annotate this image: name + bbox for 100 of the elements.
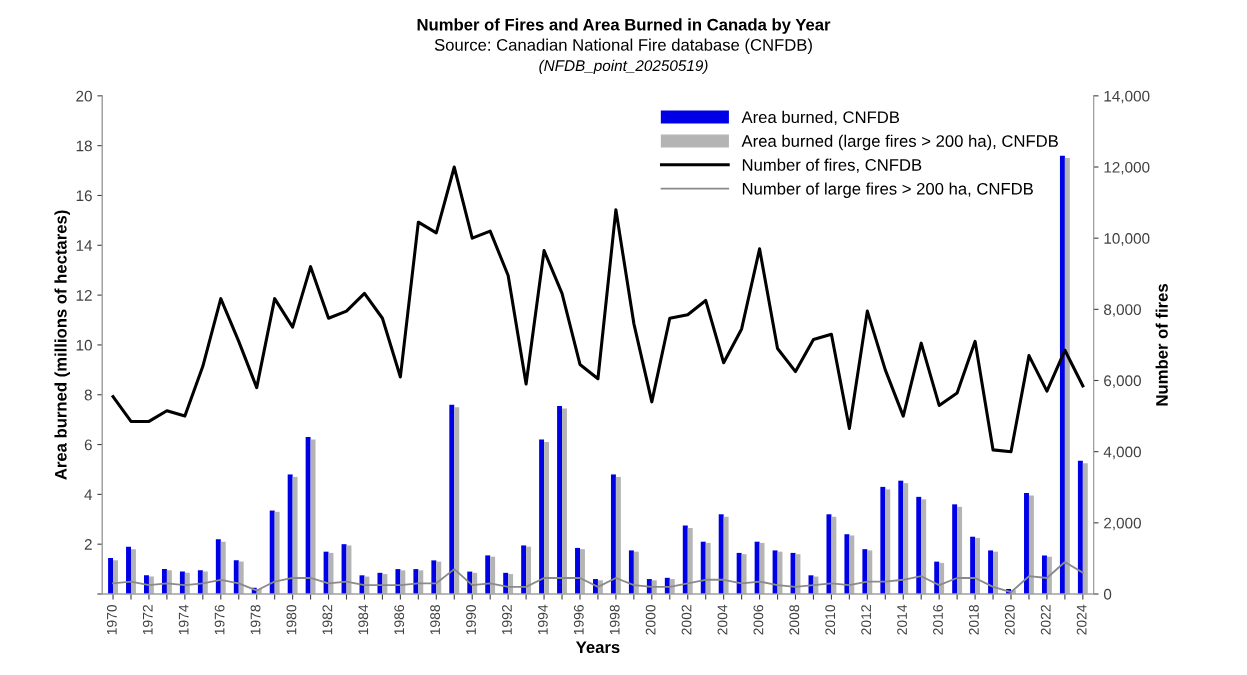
bar bbox=[238, 561, 244, 594]
legend-label: Area burned (large fires > 200 ha), CNFDB bbox=[741, 134, 1058, 151]
y-tick-label: 6 bbox=[84, 439, 92, 451]
y-tick-label: 14 bbox=[76, 240, 93, 251]
bar bbox=[1059, 155, 1065, 594]
bar bbox=[772, 550, 778, 594]
bar bbox=[633, 551, 639, 594]
bar bbox=[166, 570, 172, 594]
bar bbox=[826, 514, 832, 594]
bar bbox=[274, 511, 280, 594]
bar bbox=[220, 541, 226, 594]
bar bbox=[705, 542, 711, 594]
bar bbox=[490, 556, 496, 594]
bar bbox=[885, 489, 891, 594]
bar bbox=[754, 541, 760, 594]
x-tick-label: 1976 bbox=[214, 605, 225, 635]
bar bbox=[970, 536, 976, 594]
bar bbox=[400, 570, 406, 594]
x-tick-label: 2016 bbox=[933, 605, 943, 635]
y2-tick-label: 6,000 bbox=[1104, 375, 1141, 388]
bar bbox=[628, 550, 634, 594]
bar bbox=[526, 546, 532, 594]
bar bbox=[108, 557, 114, 594]
x-tick-label: 1978 bbox=[250, 605, 261, 635]
bar bbox=[849, 535, 855, 594]
x-tick-label: 2008 bbox=[789, 605, 800, 635]
x-tick-label: 1972 bbox=[142, 605, 153, 635]
bar bbox=[305, 437, 311, 594]
x-tick-label: 1988 bbox=[430, 605, 441, 635]
bar bbox=[1024, 493, 1029, 594]
bar bbox=[413, 569, 419, 594]
bar bbox=[934, 561, 940, 594]
bar bbox=[197, 570, 203, 594]
y-tick-label: 4 bbox=[84, 489, 93, 500]
bar bbox=[431, 560, 437, 594]
bar bbox=[113, 560, 118, 594]
bar bbox=[1064, 158, 1070, 594]
x-tick-label: 1982 bbox=[322, 605, 333, 635]
bar bbox=[831, 516, 837, 594]
bar bbox=[682, 525, 688, 594]
bar bbox=[795, 554, 801, 594]
bar bbox=[269, 510, 275, 594]
bar bbox=[1077, 460, 1083, 594]
bar bbox=[975, 537, 981, 594]
y-tick-label: 18 bbox=[76, 140, 92, 152]
y-tick-label: 12 bbox=[76, 289, 92, 301]
bar bbox=[903, 483, 909, 594]
chart-title: Number of Fires and Area Burned in Canada by Year bbox=[417, 18, 831, 34]
bar bbox=[759, 542, 765, 594]
y-tick-label: 20 bbox=[76, 90, 92, 102]
x-tick-label: 2022 bbox=[1040, 605, 1051, 635]
bar bbox=[130, 549, 136, 594]
bar bbox=[454, 407, 460, 594]
bar bbox=[880, 486, 886, 594]
x-tick-label: 2004 bbox=[717, 604, 728, 635]
y-tick-label: 8 bbox=[84, 389, 92, 401]
bar bbox=[939, 562, 945, 594]
x-tick-label: 2012 bbox=[861, 605, 872, 635]
bar bbox=[562, 408, 567, 594]
x-tick-label: 2018 bbox=[968, 605, 979, 635]
x-tick-label: 1986 bbox=[394, 605, 405, 635]
bar bbox=[579, 549, 585, 594]
bar bbox=[557, 405, 563, 594]
bar bbox=[867, 550, 873, 594]
bar bbox=[1028, 495, 1034, 594]
x-tick-label: 2006 bbox=[753, 605, 764, 635]
x-tick-label: 1992 bbox=[502, 605, 512, 635]
x-tick-label: 2000 bbox=[645, 604, 656, 635]
x-tick-label: 2002 bbox=[681, 605, 692, 635]
bar bbox=[723, 516, 729, 594]
bar bbox=[700, 541, 706, 594]
bar bbox=[521, 545, 527, 594]
x-tick-label: 1984 bbox=[358, 604, 369, 635]
x-tick-label: 2014 bbox=[897, 604, 907, 635]
x-tick-label: 2020 bbox=[1004, 604, 1015, 635]
y-axis-title: Area burned (millions of hectares) bbox=[54, 210, 70, 480]
y-tick-label: 16 bbox=[76, 190, 92, 202]
bar bbox=[287, 474, 293, 594]
bar bbox=[418, 570, 424, 594]
bar bbox=[575, 547, 580, 594]
bar bbox=[844, 534, 850, 594]
legend-label: Number of large fires > 200 ha, CNFDB bbox=[742, 182, 1033, 198]
bar bbox=[544, 442, 549, 594]
bar bbox=[741, 554, 747, 594]
bar bbox=[957, 506, 963, 594]
bar bbox=[126, 546, 131, 594]
bar bbox=[916, 496, 922, 594]
bar bbox=[161, 569, 167, 594]
y2-tick-label: 14,000 bbox=[1104, 90, 1150, 104]
bar bbox=[988, 550, 994, 594]
x-tick-label: 1994 bbox=[537, 604, 548, 635]
bar bbox=[292, 476, 298, 594]
bar bbox=[539, 439, 545, 594]
bar bbox=[952, 504, 958, 594]
bar bbox=[323, 551, 329, 594]
bar bbox=[310, 439, 316, 594]
x-tick-label: 1974 bbox=[178, 604, 189, 635]
bar bbox=[615, 476, 621, 594]
x-tick-label: 2024 bbox=[1076, 604, 1087, 635]
line-series bbox=[112, 561, 1084, 594]
